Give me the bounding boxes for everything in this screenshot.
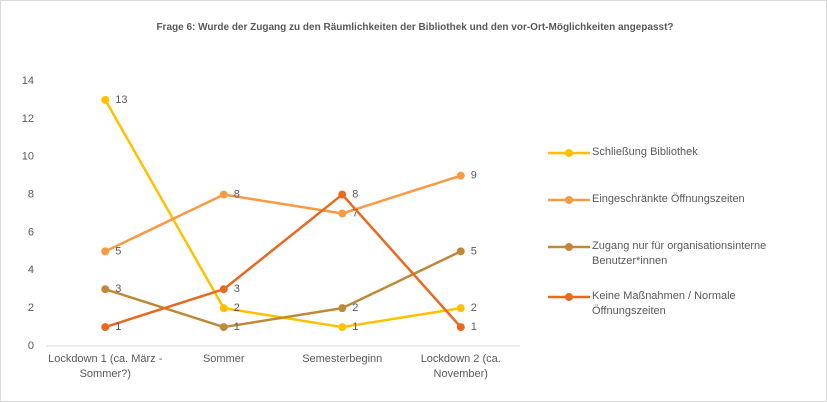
x-tick-label: Lockdown 2 (ca. November) <box>420 353 501 380</box>
legend-label-box: Zugang nur für organisationsinterne Benu… <box>592 240 767 267</box>
title-box: Frage 6: Wurde der Zugang zu den Räumlic… <box>156 22 674 33</box>
x-tick-label-box: Lockdown 1 (ca. März - Sommer?) <box>48 353 163 380</box>
data-label: 1 <box>471 321 477 333</box>
x-tick-label-box: Sommer <box>202 353 245 365</box>
y-tick-label: 6 <box>28 226 34 238</box>
data-point <box>101 285 110 294</box>
data-label: 8 <box>352 188 358 200</box>
x-tick-label: Sommer <box>202 353 245 365</box>
x-tick-label: Lockdown 1 (ca. März - Sommer?) <box>48 353 163 380</box>
y-tick-label: 8 <box>28 188 34 200</box>
data-label: 1 <box>234 321 240 333</box>
data-label: 9 <box>471 170 477 182</box>
legend-marker <box>565 243 573 251</box>
y-tick-label: 0 <box>28 340 34 352</box>
y-tick-label: 4 <box>28 264 34 276</box>
data-label: 5 <box>115 245 121 257</box>
legend-marker <box>565 293 573 301</box>
y-tick-label: 14 <box>22 75 34 87</box>
data-label: 2 <box>234 302 240 314</box>
data-label: 3 <box>115 283 121 295</box>
legend-label: Schließung Bibliothek <box>592 146 698 158</box>
data-point <box>219 323 228 332</box>
y-tick-label: 2 <box>28 302 34 314</box>
data-point <box>338 190 347 199</box>
data-label: 8 <box>234 188 240 200</box>
data-label: 3 <box>234 283 240 295</box>
y-tick-label: 10 <box>22 151 34 163</box>
data-label: 2 <box>471 302 477 314</box>
data-label: 1 <box>352 321 358 333</box>
series-line <box>104 193 462 329</box>
data-point <box>101 247 110 256</box>
data-point <box>338 323 347 332</box>
data-label: 5 <box>471 245 477 257</box>
legend-marker <box>565 196 573 204</box>
data-point <box>456 323 465 332</box>
data-label: 7 <box>352 207 358 219</box>
legend-label-box: Eingeschränkte Öffnungszeiten <box>592 193 745 205</box>
data-point <box>101 323 110 332</box>
y-tick-label: 12 <box>22 113 34 125</box>
data-point <box>101 95 110 104</box>
legend-label: Eingeschränkte Öffnungszeiten <box>592 193 745 205</box>
chart-title: Frage 6: Wurde der Zugang zu den Räumlic… <box>156 22 674 33</box>
data-point <box>456 247 465 256</box>
data-label: 13 <box>115 94 127 106</box>
legend-marker <box>565 149 573 157</box>
data-label: 2 <box>352 302 358 314</box>
series-line <box>104 174 462 253</box>
data-point <box>456 171 465 180</box>
data-point <box>456 304 465 313</box>
x-tick-label: Semesterbeginn <box>302 353 383 365</box>
legend-label-box: Schließung Bibliothek <box>592 146 698 158</box>
data-point <box>219 304 228 313</box>
x-tick-label-box: Semesterbeginn <box>302 353 383 365</box>
data-point <box>338 209 347 218</box>
legend-label: Zugang nur für organisationsinterne Benu… <box>592 240 767 267</box>
data-point <box>219 190 228 199</box>
x-tick-label-box: Lockdown 2 (ca. November) <box>420 353 501 380</box>
data-label: 1 <box>115 321 121 333</box>
data-point <box>219 285 228 294</box>
legend-label-box: Keine Maßnahmen / Normale Öffnungszeiten <box>592 290 736 317</box>
data-point <box>338 304 347 313</box>
legend-label: Keine Maßnahmen / Normale Öffnungszeiten <box>592 290 736 317</box>
